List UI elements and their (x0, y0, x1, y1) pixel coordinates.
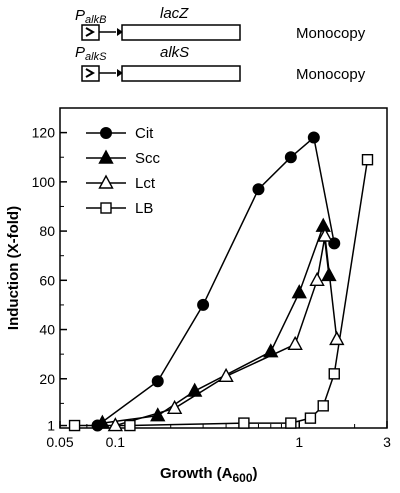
data-point-lb (361, 153, 374, 166)
data-point-lct (309, 271, 325, 287)
y-tick-label: 120 (32, 125, 56, 141)
x-axis-label-sub: 600 (233, 471, 253, 485)
data-point-lb (285, 417, 297, 429)
data-point-lct (166, 399, 183, 415)
data-point-cit (252, 183, 265, 196)
y-tick-label: 100 (32, 174, 56, 190)
series-line-lb (74, 159, 369, 427)
promoter-sub-2: alkS (85, 51, 107, 63)
x-tick-label: 0.05 (46, 434, 73, 450)
data-point-scc (150, 407, 166, 422)
start-arrow-1 (117, 28, 123, 36)
promoter-main-2: P (75, 44, 85, 61)
gene-box-2 (121, 65, 241, 82)
data-point-lb (124, 419, 136, 432)
data-point-lct (107, 417, 124, 432)
data-point-lct (218, 367, 234, 383)
series-line-lct (115, 235, 338, 427)
promoter-sub-1: alkB (85, 14, 106, 26)
gene-box-1 (121, 24, 241, 41)
y-tick-label: 20 (39, 371, 55, 387)
y-tick-label: 40 (39, 322, 55, 338)
gene-label-1: lacZ (160, 5, 189, 22)
data-point-lct (317, 227, 333, 242)
legend: Cit Scc Lct LB (86, 125, 161, 217)
copy-label-1: Monocopy (296, 25, 366, 42)
data-point-scc (315, 217, 331, 232)
construct-row-2: PalkS alkS Monocopy (75, 44, 366, 83)
y-tick-label: 60 (39, 272, 55, 288)
data-point-cit (151, 375, 164, 388)
legend-label-lb: LB (135, 200, 153, 217)
data-point-scc (321, 266, 337, 282)
data-point-scc (291, 284, 307, 299)
data-point-cit (197, 298, 210, 311)
x-axis-label-main: Growth (A (160, 465, 233, 482)
data-point-lct (329, 330, 345, 346)
data-point-lb (317, 400, 329, 412)
plot-frame (59, 107, 388, 429)
legend-marker-cit (100, 127, 112, 139)
data-point-lb (328, 368, 340, 380)
legend-label-cit: Cit (135, 125, 154, 142)
series-line-scc (102, 225, 330, 424)
construct-diagram: PalkB lacZ Monocopy PalkS alkS Monocopy (75, 5, 366, 83)
legend-label-scc: Scc (135, 150, 161, 167)
legend-marker-scc (98, 149, 114, 164)
x-axis-label-close: ) (253, 465, 258, 482)
construct-row-1: PalkB lacZ Monocopy (75, 5, 366, 42)
data-point-lb (238, 417, 250, 429)
promoter-label-2: PalkS (75, 44, 107, 63)
copy-label-2: Monocopy (296, 66, 366, 83)
data-point-cit (284, 151, 297, 164)
legend-marker-lb (100, 202, 112, 214)
series-lines (74, 136, 369, 427)
legend-marker-lct (98, 174, 114, 189)
series-markers (68, 131, 374, 432)
x-tick-label: 1 (295, 434, 303, 450)
x-tick-label: 0.1 (106, 434, 126, 450)
data-point-cit (307, 131, 320, 144)
promoter-arrow-2 (85, 68, 96, 78)
data-point-scc (263, 343, 279, 358)
data-point-lb (68, 419, 81, 432)
x-tick-label: 3 (383, 434, 391, 450)
data-point-lb (304, 412, 317, 424)
y-tick-label: 1 (47, 418, 55, 434)
promoter-main-1: P (75, 7, 85, 24)
y-axis-label: Induction (X-fold) (5, 206, 22, 330)
data-point-lct (287, 335, 303, 351)
gene-label-2: alkS (160, 44, 189, 61)
x-axis-label: Growth (A600) (160, 465, 258, 485)
y-tick-label: 80 (39, 223, 55, 239)
legend-label-lct: Lct (135, 175, 156, 192)
data-point-scc (94, 414, 111, 429)
start-arrow-2 (117, 69, 123, 77)
data-point-scc (187, 382, 203, 397)
promoter-arrow-1 (85, 27, 96, 37)
promoter-label-1: PalkB (75, 7, 106, 26)
